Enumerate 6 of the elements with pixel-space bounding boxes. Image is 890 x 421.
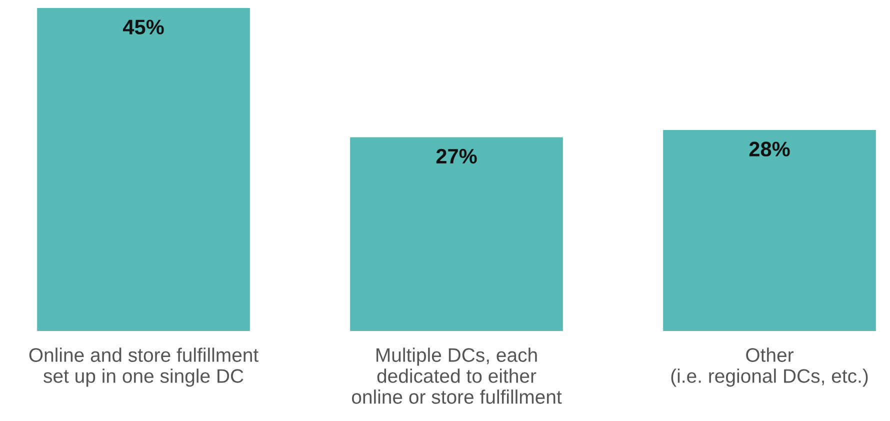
x-tick-label: Other (i.e. regional DCs, etc.) <box>671 348 868 387</box>
x-tick-label: Multiple DCs, each dedicated to either online or store fulfillment <box>352 348 562 404</box>
data-label: 27% <box>436 148 477 164</box>
x-tick-label: Online and store fulfillment set up in one single DC <box>29 348 258 387</box>
data-label: 28% <box>749 142 790 156</box>
data-label: 45% <box>122 20 164 34</box>
